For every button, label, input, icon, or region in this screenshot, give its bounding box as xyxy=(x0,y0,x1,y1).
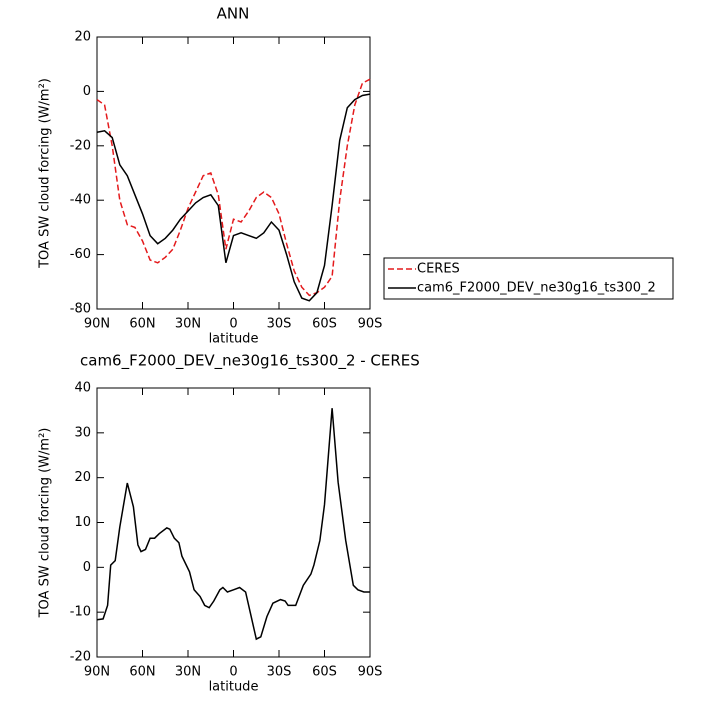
x-tick-label: 30S xyxy=(267,317,292,332)
y-axis-label: TOA SW cloud forcing (W/m²) xyxy=(38,78,53,269)
y-axis-label: TOA SW cloud forcing (W/m²) xyxy=(38,428,53,619)
x-tick-label: 0 xyxy=(229,317,237,332)
y-tick-label: -40 xyxy=(70,193,91,208)
x-tick-label: 60S xyxy=(312,317,337,332)
data-line xyxy=(96,408,370,641)
y-tick-label: 20 xyxy=(74,470,91,485)
x-tick-label: 30S xyxy=(267,665,292,680)
y-tick-label: 0 xyxy=(83,84,91,99)
chart-title: ANN xyxy=(217,5,250,23)
data-line xyxy=(96,93,371,302)
y-tick-label: 10 xyxy=(74,515,91,530)
legend-label: CERES xyxy=(417,262,460,277)
x-axis-label: latitude xyxy=(209,332,259,347)
x-tick-label: 60N xyxy=(129,665,155,680)
plot-frame xyxy=(96,36,371,310)
y-tick-label: 40 xyxy=(74,381,91,396)
y-tick-label: -10 xyxy=(70,605,91,620)
x-tick-label: 90S xyxy=(358,665,383,680)
y-tick-label: -20 xyxy=(70,138,91,153)
plot-frame xyxy=(96,387,371,658)
legend-label: cam6_F2000_DEV_ne30g16_ts300_2 xyxy=(417,281,656,296)
x-tick-label: 60S xyxy=(312,665,337,680)
y-tick-label: -20 xyxy=(70,650,91,665)
x-tick-label: 30N xyxy=(175,665,201,680)
y-tick-label: -80 xyxy=(70,302,91,317)
x-tick-label: 90N xyxy=(84,665,110,680)
y-tick-label: 0 xyxy=(83,560,91,575)
x-tick-label: 0 xyxy=(229,665,237,680)
y-tick-label: 20 xyxy=(74,30,91,45)
y-tick-label: 30 xyxy=(74,425,91,440)
legend-box xyxy=(383,257,674,300)
y-tick-label: -60 xyxy=(70,247,91,262)
x-axis-label: latitude xyxy=(209,680,259,695)
x-tick-label: 90S xyxy=(358,317,383,332)
x-tick-label: 90N xyxy=(84,317,110,332)
x-tick-label: 30N xyxy=(175,317,201,332)
data-line xyxy=(96,78,371,297)
x-tick-label: 60N xyxy=(129,317,155,332)
chart-title: cam6_F2000_DEV_ne30g16_ts300_2 - CERES xyxy=(80,352,420,371)
